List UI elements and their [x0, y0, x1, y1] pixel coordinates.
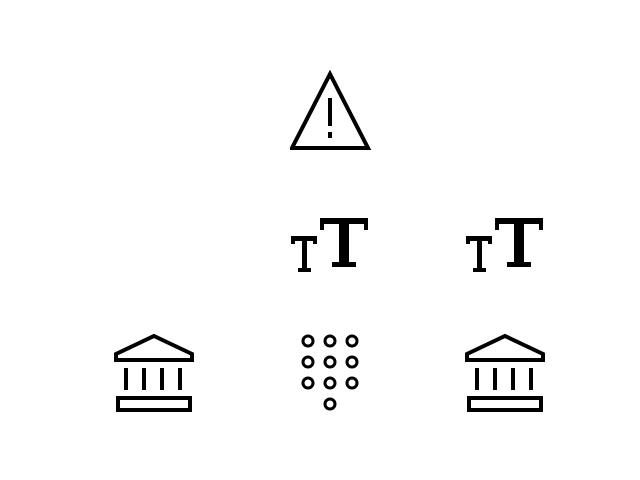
bank-icon[interactable]	[463, 332, 547, 414]
text-size-icon[interactable]	[288, 214, 372, 274]
warning-icon[interactable]	[290, 70, 372, 152]
dialpad-icon[interactable]	[297, 332, 363, 414]
text-size-icon[interactable]	[463, 214, 547, 274]
bank-icon[interactable]	[112, 332, 196, 414]
